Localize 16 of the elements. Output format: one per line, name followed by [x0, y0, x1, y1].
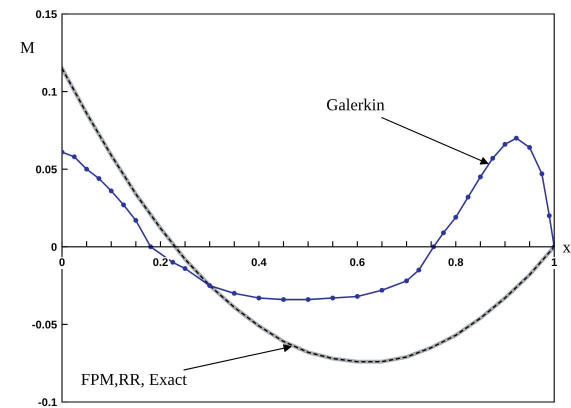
x-axis-title: x — [562, 244, 571, 252]
x-tick-label: 0.8 — [448, 258, 464, 266]
x-tick-label: 0 — [59, 258, 65, 266]
y-tick-label: -0.05 — [32, 320, 57, 329]
y-tick-label: -0.1 — [38, 398, 57, 406]
x-tick-label: 1 — [552, 258, 557, 266]
annotation: Galerkin — [327, 98, 384, 110]
y-tick-label: 0.15 — [36, 10, 57, 18]
y-axis-title: M — [20, 42, 34, 54]
x-tick-label: 0.6 — [350, 258, 365, 266]
x-tick-label: 0.2 — [153, 258, 168, 266]
y-tick-label: 0.05 — [36, 165, 57, 174]
annotation: FPM,RR, Exact — [81, 374, 187, 388]
y-tick-label: 0 — [51, 243, 57, 251]
x-tick-label: 0.4 — [252, 258, 267, 266]
y-tick-label: 0.1 — [42, 88, 57, 96]
